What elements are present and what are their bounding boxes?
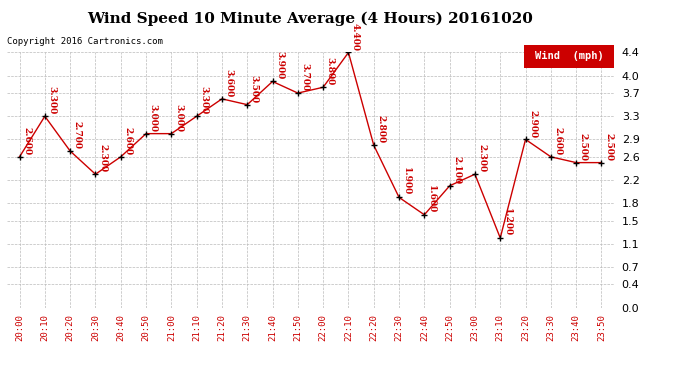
Text: Copyright 2016 Cartronics.com: Copyright 2016 Cartronics.com	[7, 38, 163, 46]
Text: 2.100: 2.100	[452, 156, 461, 184]
Text: 1.600: 1.600	[427, 185, 436, 213]
Text: 2.800: 2.800	[376, 116, 385, 144]
Text: 2.500: 2.500	[579, 133, 588, 161]
Text: 2.300: 2.300	[98, 144, 107, 172]
Text: 3.300: 3.300	[199, 86, 208, 114]
Text: 2.900: 2.900	[528, 110, 537, 138]
Text: 3.000: 3.000	[148, 104, 157, 132]
Text: 2.600: 2.600	[124, 127, 132, 155]
Text: 1.200: 1.200	[503, 208, 512, 236]
Text: 1.900: 1.900	[402, 167, 411, 196]
Text: 2.600: 2.600	[553, 127, 562, 155]
Text: 2.600: 2.600	[22, 127, 31, 155]
Text: Wind Speed 10 Minute Average (4 Hours) 20161020: Wind Speed 10 Minute Average (4 Hours) 2…	[88, 11, 533, 26]
Text: 3.000: 3.000	[174, 104, 183, 132]
Text: 2.300: 2.300	[477, 144, 486, 172]
Text: 3.300: 3.300	[48, 86, 57, 114]
Text: 3.600: 3.600	[224, 69, 233, 97]
Text: 4.400: 4.400	[351, 23, 360, 51]
Text: 3.900: 3.900	[275, 51, 284, 80]
Text: 2.500: 2.500	[604, 133, 613, 161]
Text: Wind  (mph): Wind (mph)	[535, 51, 604, 61]
Text: 3.800: 3.800	[326, 57, 335, 86]
Text: 3.500: 3.500	[250, 75, 259, 103]
Text: 2.700: 2.700	[72, 121, 81, 149]
Text: 3.700: 3.700	[300, 63, 309, 92]
